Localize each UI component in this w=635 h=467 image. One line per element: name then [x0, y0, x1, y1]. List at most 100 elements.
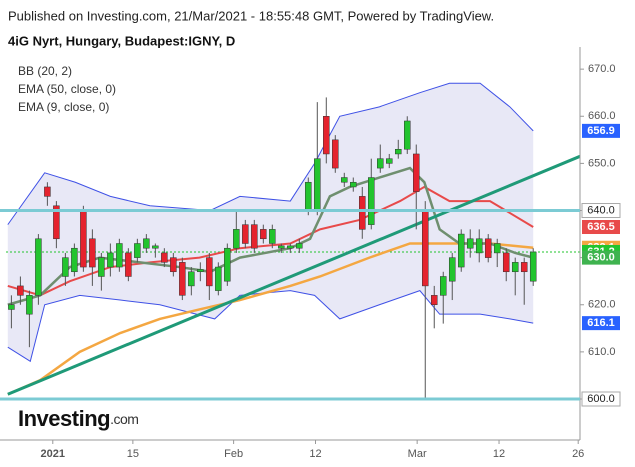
candle-body: [386, 158, 393, 164]
x-tick-label: 12: [309, 448, 321, 460]
price-label-box: [582, 316, 620, 331]
candle-body: [431, 295, 438, 306]
candle-body: [161, 252, 168, 263]
candle-body: [134, 243, 141, 258]
candle-body: [484, 238, 492, 258]
x-tick-label: 15: [127, 448, 139, 460]
candle-body: [116, 243, 123, 268]
candle-body: [170, 257, 177, 273]
candle-body: [233, 229, 240, 249]
bb-fill: [7, 83, 534, 362]
legend-entry: EMA (50, close, 0): [18, 82, 116, 96]
candle-body: [215, 266, 222, 291]
bb-lower: [7, 290, 534, 363]
trend-line: [7, 154, 580, 396]
hline-label-box: [581, 203, 621, 219]
candle-body: [80, 210, 87, 268]
candle-body: [502, 252, 510, 273]
candle-body: [332, 139, 339, 169]
candle-body: [35, 238, 42, 296]
price-label-box: [582, 250, 620, 265]
logo-suffix: .com: [110, 411, 138, 427]
hline-label: 640.0: [587, 204, 615, 216]
candle-body: [224, 247, 231, 282]
x-tick-label: 2021: [41, 448, 65, 460]
published-note: Published on Investing.com, 21/Mar/2021 …: [8, 8, 494, 23]
candle-body: [197, 269, 204, 273]
candle-body: [98, 257, 105, 277]
y-tick-label: 620.0: [588, 299, 616, 311]
y-tick-label: 650.0: [588, 157, 616, 169]
candle-body: [260, 229, 267, 240]
symbol-title: 4iG Nyrt, Hungary, Budapest:IGNY, D: [8, 33, 235, 48]
candle-body: [107, 252, 114, 268]
y-tick-label: 610.0: [588, 346, 616, 358]
candle-body: [125, 252, 132, 277]
candle-body: [242, 224, 249, 244]
candle-body: [466, 238, 474, 249]
candle-body: [251, 224, 258, 249]
candle-body: [529, 251, 537, 282]
y-tick-label: 660.0: [588, 110, 616, 122]
candle-body: [305, 181, 312, 211]
hline-label-box: [581, 391, 621, 407]
price-label-box: [582, 123, 620, 138]
plot-area: [6, 82, 580, 400]
candle-body: [71, 247, 78, 273]
candle-body: [404, 120, 411, 150]
hline-label: 600.0: [587, 393, 615, 405]
ema-line: [7, 166, 534, 306]
candle-body: [323, 116, 330, 155]
candle-body: [143, 238, 150, 249]
candle-body: [44, 186, 51, 197]
candle-body: [422, 210, 429, 287]
candle-body: [8, 304, 15, 310]
x-tick-label: 26: [572, 448, 584, 460]
x-tick-label: Mar: [408, 448, 427, 460]
x-tick-label: Feb: [224, 448, 243, 460]
candle-body: [62, 257, 69, 277]
candle-body: [368, 177, 375, 225]
candle-body: [493, 243, 501, 254]
logo-name: Investing: [18, 406, 110, 431]
candle-body: [413, 153, 420, 192]
candle-body: [152, 245, 159, 249]
candle-body: [26, 295, 33, 315]
candle-body: [269, 229, 276, 244]
candle-body: [296, 243, 303, 249]
candle-body: [53, 205, 60, 240]
plot-layer: [6, 82, 580, 400]
candle-body: [395, 148, 402, 155]
candle-body: [17, 285, 24, 296]
candle-body: [278, 245, 285, 249]
price-label: 636.5: [587, 221, 615, 233]
price-label: 630.0: [587, 252, 615, 264]
candle-body: [314, 158, 321, 211]
candle-body: [439, 276, 447, 296]
logo: Investing.com: [18, 406, 138, 431]
price-label: 656.9: [587, 125, 615, 137]
candle-body: [287, 245, 294, 249]
bb-upper: [7, 82, 534, 225]
candle-body: [377, 158, 384, 169]
price-label-box: [582, 220, 620, 235]
candle-body: [188, 271, 195, 287]
candle-body: [179, 262, 186, 296]
x-tick-label: 12: [493, 448, 505, 460]
price-label: 616.1: [587, 317, 615, 329]
legend-entry: BB (20, 2): [18, 64, 72, 78]
candle-body: [89, 238, 96, 268]
candle-body: [350, 181, 357, 188]
candle-body: [206, 257, 213, 287]
bb-basis: [7, 185, 534, 297]
candle-body: [457, 233, 465, 268]
legend-entry: EMA (9, close, 0): [18, 100, 109, 114]
candle-body: [359, 196, 366, 230]
y-tick-label: 670.0: [588, 63, 616, 75]
candle-body: [448, 257, 456, 282]
candle-body: [511, 262, 519, 273]
candle-body: [520, 262, 528, 273]
ema-line: [7, 242, 534, 396]
candle-body: [475, 238, 483, 254]
